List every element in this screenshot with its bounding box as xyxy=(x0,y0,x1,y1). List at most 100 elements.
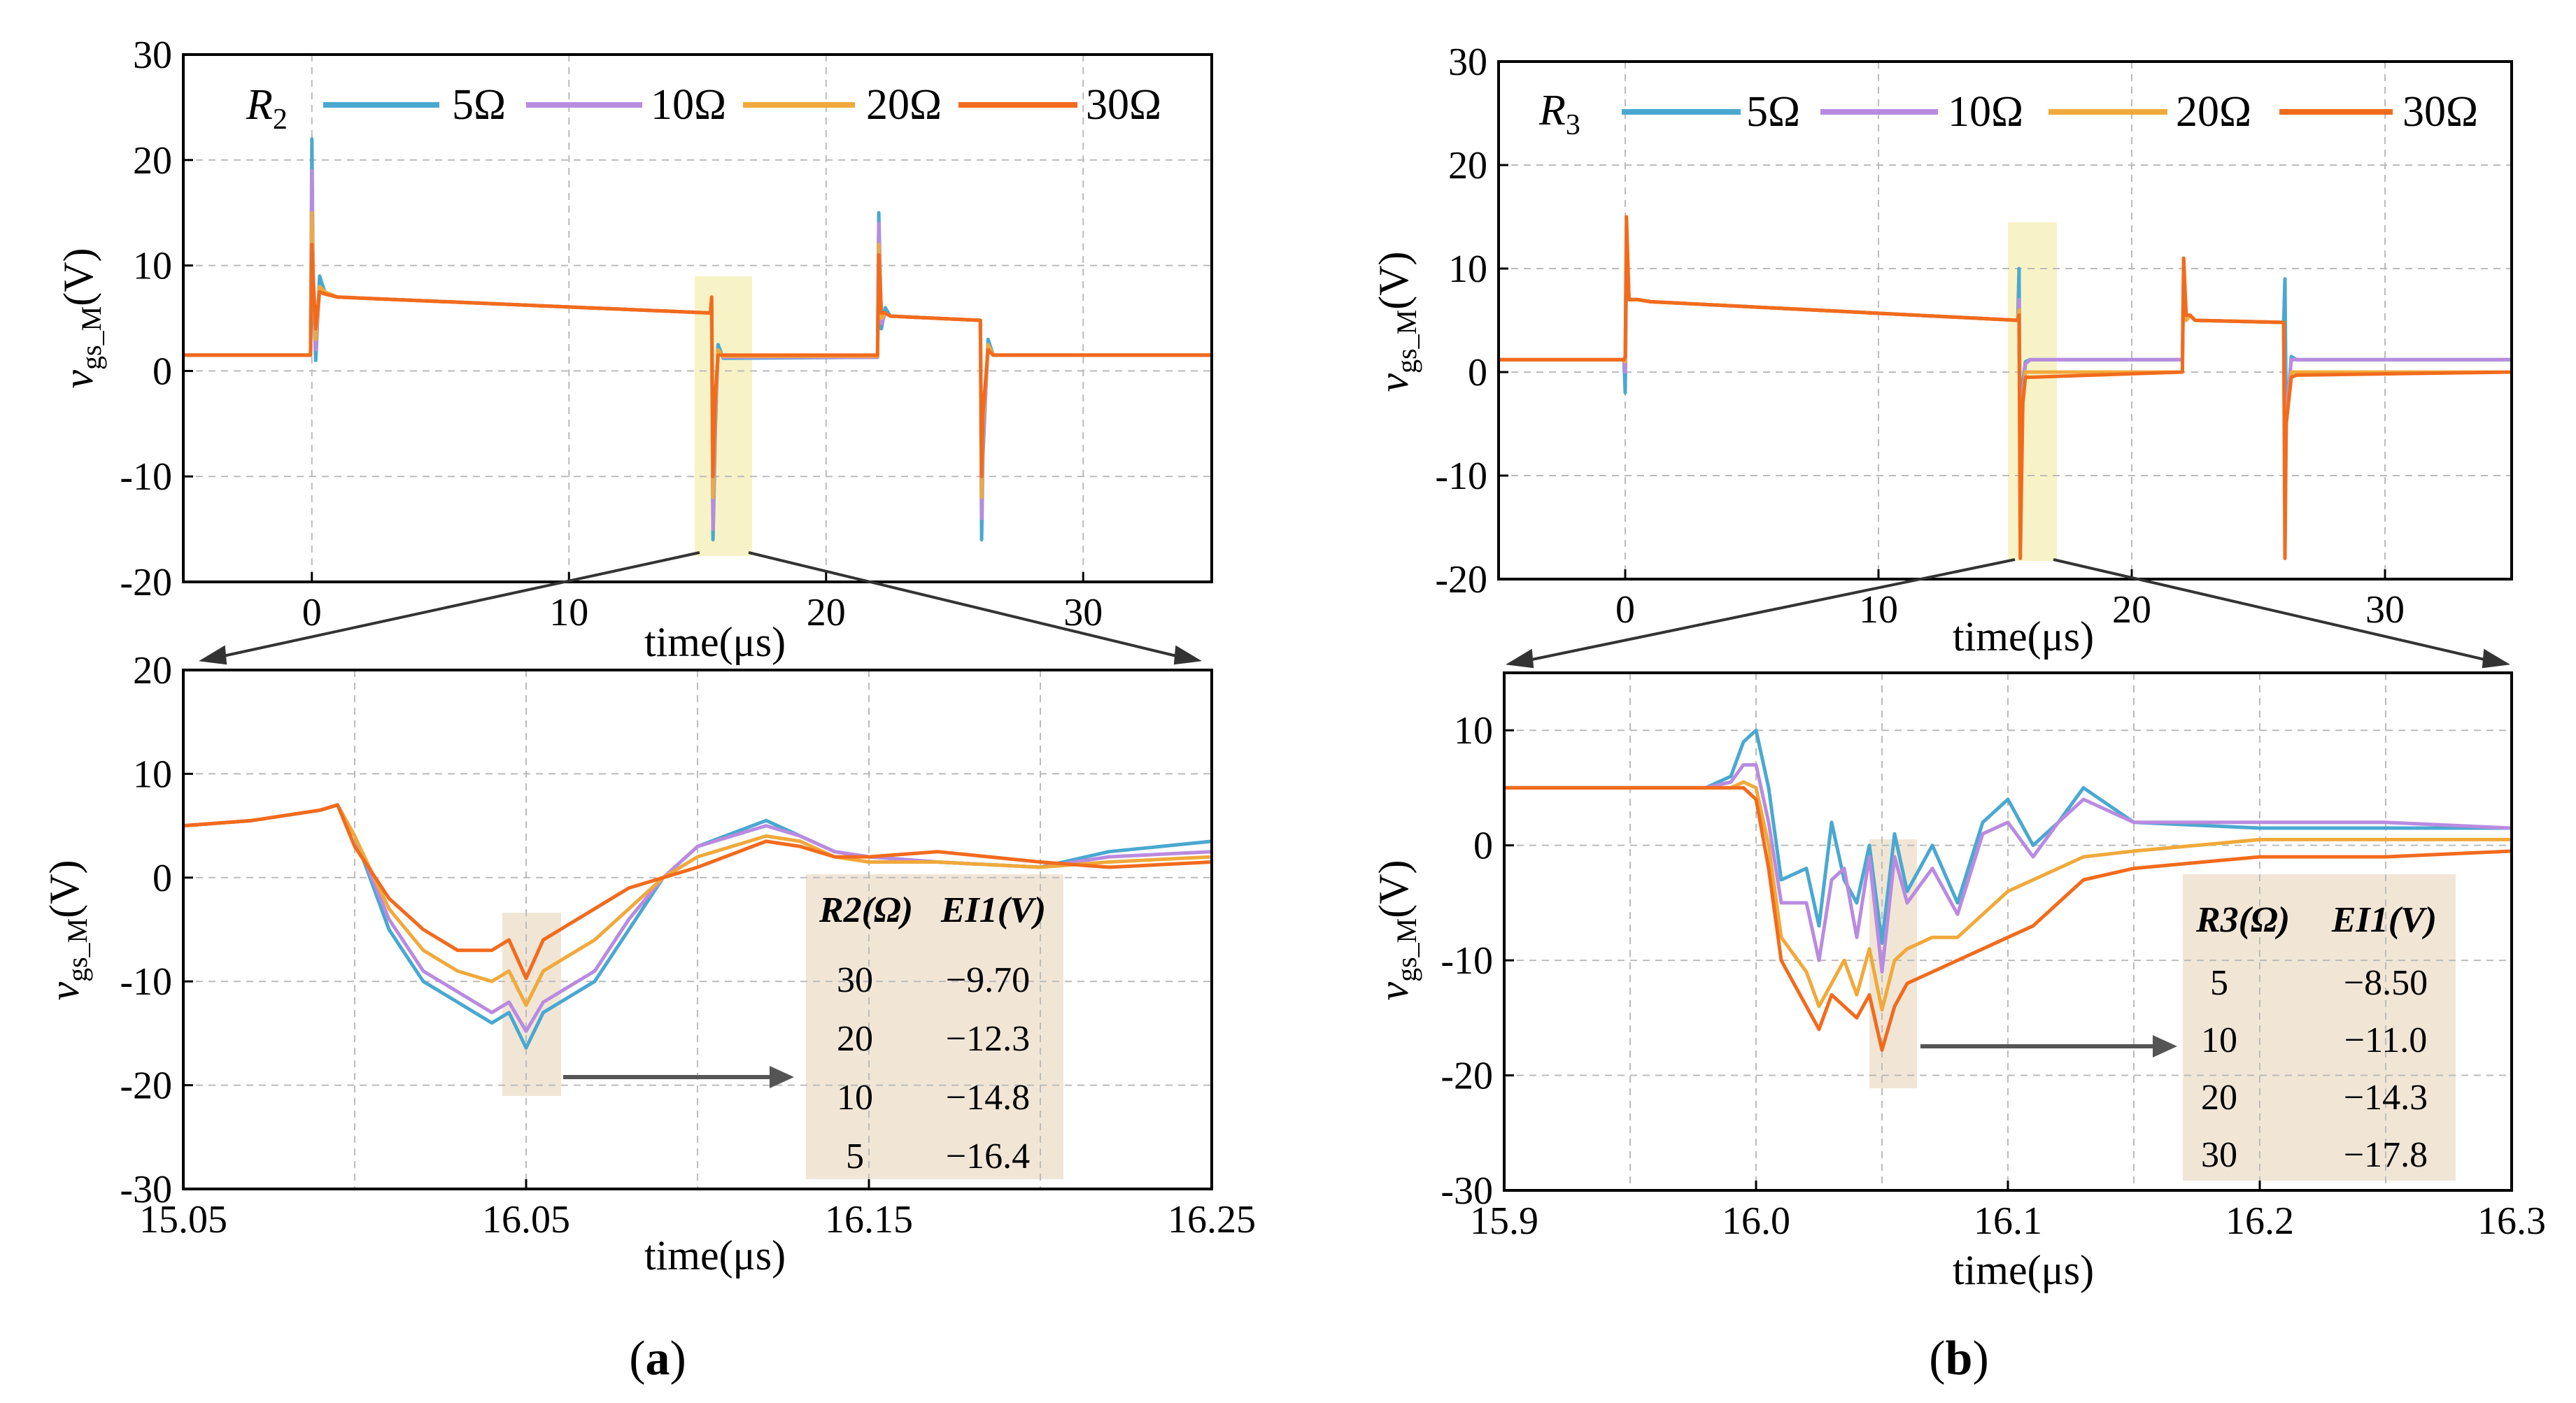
plot-a-bottom: 15.05 16.05 16.15 16.25 -30 -20 -10 0 10 20 time(… xyxy=(41,649,1256,1279)
table-header-r: R3(Ω) xyxy=(2195,900,2290,940)
x-axis-label: time(μs) xyxy=(1953,613,2094,660)
table-cell: 30 xyxy=(837,960,873,1000)
y-tick-label: -10 xyxy=(1435,455,1487,498)
table-cell: −11.0 xyxy=(2344,1020,2427,1060)
table-cell: 30 xyxy=(2201,1135,2237,1175)
table-header-r: R2(Ω) xyxy=(819,890,913,930)
plot-frame xyxy=(182,669,1213,1190)
x-tick-label: 10 xyxy=(549,591,588,634)
panel-caption: (a) xyxy=(629,1332,686,1386)
y-tick-label: 20 xyxy=(1448,144,1487,187)
table-cell: 20 xyxy=(2201,1078,2237,1118)
legend-title: R2 xyxy=(246,81,288,136)
series-group xyxy=(1499,215,2512,560)
x-tick-label: 16.05 xyxy=(482,1198,570,1241)
series-line-30ohm xyxy=(183,803,1212,981)
y-axis-label-sub: gs_M xyxy=(1391,310,1422,373)
x-tick-label: 30 xyxy=(2365,588,2405,632)
y-tick-label: 20 xyxy=(133,139,172,183)
legend: R2 5Ω 10Ω 20Ω 30Ω xyxy=(246,81,1161,136)
y-axis-label-unit: (V) xyxy=(41,860,87,918)
legend-label-10: 10Ω xyxy=(1948,88,2023,136)
y-axis-label-sub: gs_M xyxy=(76,306,107,370)
y-tick-label: -20 xyxy=(1435,558,1487,601)
y-axis-label-v: v xyxy=(1371,373,1417,392)
legend-label-5: 5Ω xyxy=(452,81,506,129)
plot-a-top: 0 10 20 30 -20 -10 0 10 20 30 time(μs) vgs_M(V) R… xyxy=(55,34,1213,665)
legend-label-30: 30Ω xyxy=(1086,81,1161,129)
y-axis-label-unit: (V) xyxy=(1371,860,1417,918)
plot-b-bottom: 15.9 16.0 16.1 16.2 16.3 -30 -20 -10 0 10 time(μs… xyxy=(1371,671,2546,1293)
legend-label-20: 20Ω xyxy=(2176,88,2251,136)
ei-table: R2(Ω) EI1(V) 30 −9.70 20 −12.3 10 −14.8 … xyxy=(819,890,1046,1176)
series-line-30ohm xyxy=(1499,215,2512,560)
table-arrow xyxy=(563,1066,794,1088)
x-axis-label: time(μs) xyxy=(1953,1247,2094,1293)
x-tick-label: 30 xyxy=(1063,591,1103,634)
y-tick-label: -10 xyxy=(120,960,172,1004)
series-line-30ohm xyxy=(1504,785,2512,1052)
highlight-band xyxy=(695,276,752,556)
x-tick-label: 16.1 xyxy=(1974,1199,2042,1243)
y-tick-label: 10 xyxy=(1454,709,1493,753)
x-tick-label: 20 xyxy=(2112,588,2151,632)
table-cell: 20 xyxy=(837,1019,873,1059)
y-tick-label: 30 xyxy=(1448,41,1487,84)
x-tick-label: 0 xyxy=(302,591,322,634)
table-cell: 5 xyxy=(846,1137,864,1176)
y-axis-label-unit: (V) xyxy=(1371,251,1417,309)
series-line-20ohm xyxy=(1504,780,2512,1012)
y-axis-label: vgs_M(V) xyxy=(1371,860,1422,1000)
highlight-band xyxy=(2008,222,2057,561)
legend-title: R3 xyxy=(1538,87,1580,141)
y-axis-label-sub: gs_M xyxy=(1391,918,1422,982)
grid xyxy=(183,670,1212,1189)
series-line-5ohm xyxy=(1499,266,2512,457)
panel-caption: (b) xyxy=(1929,1332,1989,1386)
table-cell: −12.3 xyxy=(946,1019,1030,1059)
x-tick-label: 15.9 xyxy=(1470,1199,1538,1243)
x-tick-label: 15.05 xyxy=(139,1198,227,1241)
legend-label-30: 30Ω xyxy=(2402,88,2478,136)
table-cell: 5 xyxy=(2210,963,2228,1003)
plot-b-top: 0 10 20 30 -20 -10 0 10 20 30 time(μs) vgs_M(V) R… xyxy=(1371,41,2513,660)
series-line-5ohm xyxy=(1504,728,2512,945)
table-background xyxy=(2183,874,2456,1181)
grid xyxy=(1504,673,2512,1190)
x-tick-label: 16.15 xyxy=(825,1198,913,1241)
y-tick-label: 10 xyxy=(1448,248,1487,291)
ticks: 0 10 20 30 -20 -10 0 10 20 30 xyxy=(1435,41,2405,632)
table-header-ei: EI1(V) xyxy=(940,890,1046,930)
x-axis-label: time(μs) xyxy=(644,619,786,665)
plot-frame xyxy=(1497,60,2513,581)
y-axis-label-v: v xyxy=(41,982,87,1001)
series-group xyxy=(183,803,1212,1050)
ei-table: R3(Ω) EI1(V) 5 −8.50 10 −11.0 20 −14.3 3… xyxy=(2195,900,2437,1175)
y-axis-label-v: v xyxy=(1371,982,1417,1001)
table-cell: −9.70 xyxy=(946,960,1030,1000)
y-axis-label: vgs_M(V) xyxy=(41,860,93,1000)
table-cell: 10 xyxy=(2201,1020,2237,1060)
series-line-20ohm xyxy=(183,803,1212,1007)
y-tick-label: -20 xyxy=(120,561,172,604)
y-tick-label: 0 xyxy=(1468,351,1487,394)
plot-frame xyxy=(182,53,1213,583)
ticks: 15.05 16.05 16.15 16.25 -30 -20 -10 0 10 20 xyxy=(120,649,1256,1241)
y-tick-label: 10 xyxy=(133,245,172,288)
series-line-10ohm xyxy=(1504,763,2512,974)
table-cell: −8.50 xyxy=(2344,963,2428,1003)
y-tick-label: -30 xyxy=(1441,1169,1493,1213)
y-tick-label: 10 xyxy=(133,753,172,796)
y-axis-label-sub: gs_M xyxy=(62,918,93,982)
x-axis-label: time(μs) xyxy=(644,1232,786,1279)
table-cell: −14.3 xyxy=(2344,1078,2428,1118)
table-header-ei: EI1(V) xyxy=(2331,900,2437,940)
y-tick-label: -20 xyxy=(120,1064,172,1108)
table-arrow xyxy=(1920,1035,2177,1057)
y-tick-label: -30 xyxy=(120,1168,172,1211)
zoom-arrows xyxy=(199,551,1202,665)
zoom-arrows xyxy=(1506,558,2510,669)
